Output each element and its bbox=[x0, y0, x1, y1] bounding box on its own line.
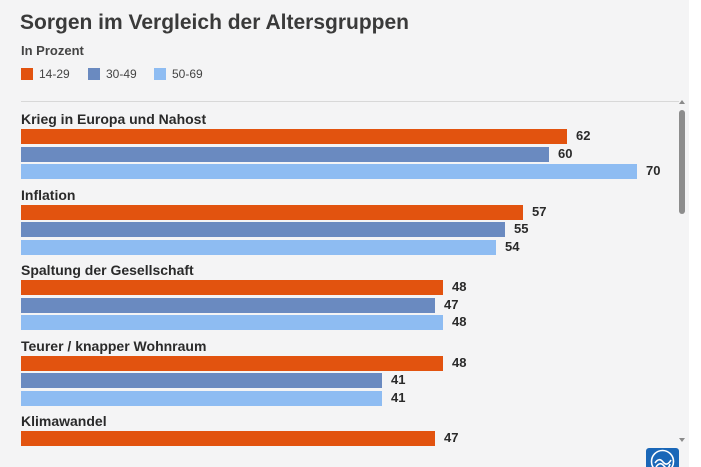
data-label: 57 bbox=[532, 203, 547, 219]
broadcaster-logo-icon bbox=[646, 448, 679, 467]
data-label: 62 bbox=[576, 128, 591, 143]
vertical-scrollbar[interactable] bbox=[677, 100, 687, 445]
header-divider bbox=[21, 101, 679, 102]
bar-50-69[interactable] bbox=[21, 315, 443, 331]
bar-50-69[interactable] bbox=[21, 164, 637, 179]
bar-14-29[interactable] bbox=[21, 280, 443, 296]
bar-14-29[interactable] bbox=[21, 355, 443, 371]
bar-30-49[interactable] bbox=[21, 222, 505, 238]
data-label: 41 bbox=[391, 389, 406, 405]
bar-30-49[interactable] bbox=[21, 373, 382, 389]
legend-swatch-30-49 bbox=[88, 68, 100, 80]
scroll-up-arrow-icon[interactable] bbox=[679, 100, 685, 104]
bar-plot-area[interactable]: Krieg in Europa und Nahost 62 60 70 Inflatio… bbox=[0, 102, 676, 467]
chart-title: Sorgen im Vergleich der Altersgruppen bbox=[20, 11, 409, 34]
data-label: 48 bbox=[452, 354, 467, 370]
bar-30-49[interactable] bbox=[21, 146, 549, 162]
bar-14-29[interactable] bbox=[21, 129, 567, 144]
category-label: Teurer / knapper Wohnraum bbox=[21, 337, 207, 354]
legend-label-30-49: 30-49 bbox=[106, 67, 137, 81]
scrollbar-thumb[interactable] bbox=[679, 110, 685, 214]
data-label: 70 bbox=[646, 163, 661, 178]
chart-subtitle: In Prozent bbox=[21, 43, 84, 58]
category-label: Klimawandel bbox=[21, 413, 107, 430]
category-label: Inflation bbox=[21, 186, 76, 203]
scroll-down-arrow-icon[interactable] bbox=[679, 438, 685, 442]
category-label: Krieg in Europa und Nahost bbox=[21, 111, 207, 127]
bar-30-49[interactable] bbox=[21, 297, 435, 313]
legend-label-14-29: 14-29 bbox=[39, 67, 70, 81]
data-label: 48 bbox=[452, 314, 467, 330]
bar-50-69[interactable] bbox=[21, 390, 382, 406]
data-label: 41 bbox=[391, 372, 406, 388]
data-label: 48 bbox=[452, 279, 467, 295]
data-label: 54 bbox=[505, 238, 520, 254]
legend-swatch-14-29 bbox=[21, 68, 33, 80]
logo-mark bbox=[650, 449, 675, 467]
legend-swatch-50-69 bbox=[154, 68, 166, 80]
data-label: 55 bbox=[514, 221, 529, 237]
legend-label-50-69: 50-69 bbox=[172, 67, 203, 81]
category-label: Spaltung der Gesellschaft bbox=[21, 262, 194, 279]
data-label: 60 bbox=[558, 145, 573, 161]
data-label: 47 bbox=[444, 296, 459, 312]
data-label: 47 bbox=[444, 430, 459, 446]
bar-14-29[interactable] bbox=[21, 431, 435, 447]
bar-14-29[interactable] bbox=[21, 204, 523, 220]
bar-50-69[interactable] bbox=[21, 239, 496, 255]
